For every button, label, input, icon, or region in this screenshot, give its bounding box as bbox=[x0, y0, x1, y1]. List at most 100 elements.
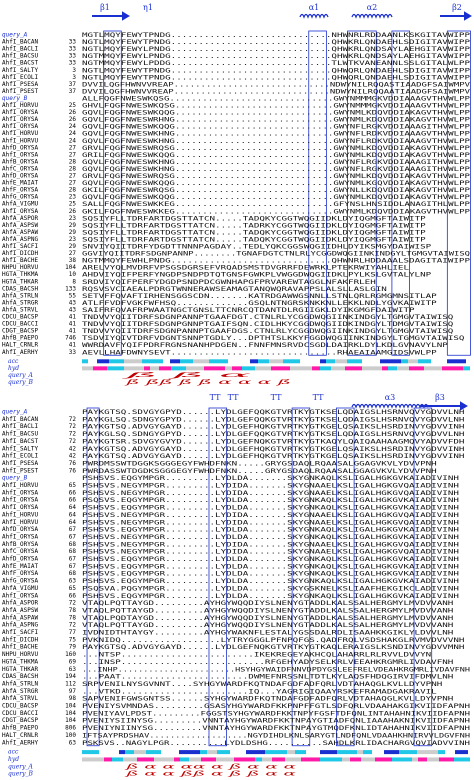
sequence-residues: GQVLFQGFNWESWKQQG.......................… bbox=[82, 109, 470, 117]
sequence-name: AhfI_BACLI bbox=[2, 46, 39, 53]
sequence-start: 64 bbox=[69, 519, 77, 526]
sequence-start: 68 bbox=[69, 541, 77, 548]
profile-bar bbox=[255, 757, 262, 762]
sequence-residues: PVENIYNIINYSG.........VNNTAYHGYWARDFKKTN… bbox=[82, 724, 470, 732]
profile-bar bbox=[283, 359, 300, 364]
profile-bar bbox=[397, 366, 409, 371]
profile-bar bbox=[347, 359, 362, 364]
profile-bar bbox=[97, 359, 109, 364]
sequence-name: AhfI_ECOLI bbox=[2, 74, 39, 81]
profile-bar bbox=[170, 359, 180, 364]
sequence-name: AhfI_BACAN bbox=[2, 416, 39, 423]
profile-bar bbox=[399, 750, 417, 755]
sequence-start: 104 bbox=[65, 710, 76, 717]
profile-bar bbox=[401, 359, 408, 364]
profile-bar bbox=[384, 750, 399, 755]
profile-bar bbox=[361, 757, 375, 762]
sequence-start: 104 bbox=[65, 703, 76, 710]
sequence-name: AhfA_VIGMU bbox=[2, 201, 39, 208]
sequence-residues: PVKNIDQ..................LYTRYGGGLPFNPQF… bbox=[82, 636, 465, 644]
profile-bar bbox=[431, 359, 447, 364]
sequence-residues: PSHSVS.EQGYMPGR.........LYDLDA.......SKY… bbox=[82, 592, 459, 600]
footer-annotation: ß α α αα α ß α α α bbox=[123, 763, 296, 770]
secondary-structure-label: α3 bbox=[385, 393, 396, 402]
conserved-column-box bbox=[446, 30, 471, 356]
sequence-name: AhfA_ASPSW bbox=[2, 607, 39, 614]
sequence-start: 133 bbox=[65, 285, 76, 292]
strand-arrow bbox=[440, 11, 472, 21]
secondary-structure-label: TT bbox=[271, 393, 282, 402]
profile-bar bbox=[228, 359, 250, 364]
sequence-name: CDCU_BACCI bbox=[2, 321, 39, 328]
sequence-name: AhfI_DICDH bbox=[2, 250, 39, 257]
secondary-structure-label: β3 bbox=[435, 393, 445, 402]
sequence-start: 28 bbox=[69, 165, 77, 172]
sequence-name: AhfI_HORVU bbox=[2, 511, 39, 518]
sequence-name: AhfI_HORVU bbox=[2, 482, 39, 489]
sequence-name: CDCU_BACCI bbox=[2, 710, 39, 717]
sequence-residues: DVVILQGFHWNVVREAP.......................… bbox=[82, 80, 470, 88]
sequence-name: NHPU_HORVU bbox=[2, 264, 39, 271]
conserved-column-box bbox=[391, 30, 410, 356]
profile-bar bbox=[439, 757, 454, 762]
profile-bar bbox=[144, 366, 150, 371]
sequence-start: 43 bbox=[69, 299, 77, 306]
profile-bar bbox=[326, 359, 335, 364]
sequence-start: 98 bbox=[69, 695, 77, 702]
sequence-start: 28 bbox=[69, 187, 77, 194]
sequence-residues: PSHSVS.EQGYMPGR.........LYDLDA.......SKY… bbox=[82, 504, 459, 512]
profile-bar bbox=[272, 757, 285, 762]
profile-bar bbox=[107, 366, 124, 371]
sequence-residues: TNDVVYQIITDRFSDGNPGNNPTGAIFSQN.CIDLHKYCG… bbox=[82, 320, 454, 328]
sequence-residues: PSKSVS..NAGYLPGR..........LYDLDSHG......… bbox=[82, 739, 470, 747]
sequence-residues: PSHSVS.NEGYMPGR.........LYDIDA.......SKY… bbox=[82, 511, 459, 519]
sequence-residues: SNVIYQIITDRFYDGDTTNNNPAGDAY..TEDLYQKCGGS… bbox=[82, 243, 431, 251]
sequence-name: AhfI_ORYSA bbox=[2, 151, 39, 158]
sequence-residues: PVENIYAVLPDST.........FGGSTSYHGYWARDFKKT… bbox=[82, 709, 470, 717]
sequence-start: 72 bbox=[69, 431, 77, 438]
sequence-start: 3 bbox=[72, 74, 76, 81]
sequence-start: 69 bbox=[69, 658, 77, 665]
sequence-name: query_A bbox=[2, 32, 28, 39]
sequence-start: 68 bbox=[69, 548, 77, 555]
sequence-name: AhfA_STRLN bbox=[2, 680, 39, 687]
sequence-residues: PAYKGTSQ.ADVGYGAYD......LYDLGEFNQKGTVRTK… bbox=[82, 643, 465, 651]
profile-bar bbox=[363, 750, 372, 755]
footer-label: hyd bbox=[8, 365, 19, 372]
profile-bar bbox=[161, 750, 179, 755]
sequence-start: 77 bbox=[69, 629, 77, 636]
profile-bar bbox=[362, 359, 380, 364]
profile-bar bbox=[180, 359, 193, 364]
sequence-residues: PAYKGTSQ.SDVGYGPYD......LYDLGEFQQKGTVRTK… bbox=[82, 408, 465, 416]
profile-bar bbox=[204, 366, 225, 371]
sequence-residues: GQVLFQGFNWESWKHNG.......................… bbox=[82, 165, 470, 173]
sequence-start: 23 bbox=[69, 215, 77, 222]
sequence-start: 8 bbox=[72, 278, 76, 285]
footer-label: query_B bbox=[8, 379, 34, 386]
sequence-residues: DVVILQGFHWNVVREAP.......................… bbox=[82, 87, 470, 95]
profile-bar bbox=[287, 750, 295, 755]
profile-bar bbox=[163, 359, 170, 364]
sequence-residues: ...NTSP........................IKEKREGEY… bbox=[82, 651, 431, 659]
sequence-name: AhfB_ORYSA bbox=[2, 541, 39, 548]
profile-bar bbox=[82, 757, 104, 762]
sequence-residues: AEVLLHAFDWNYSEVT........................… bbox=[82, 348, 437, 356]
sequence-start: 43 bbox=[69, 306, 77, 313]
sequence-name: AhfG_ORYSA bbox=[2, 194, 39, 201]
sequence-residues: GHVLFQGFNWESWKQSG.......................… bbox=[82, 102, 470, 110]
profile-bar bbox=[455, 750, 468, 755]
sequence-name: AhfA_ASPAW bbox=[2, 229, 39, 236]
sequence-residues: IFTSAYPRDSHAV...................NGYDIHDL… bbox=[82, 731, 470, 739]
sequence-start: 112 bbox=[65, 680, 76, 687]
sequence-residues: NGTLMQYFEWYTPNDG........................… bbox=[82, 73, 470, 81]
profile-bar bbox=[382, 366, 388, 371]
profile-bar bbox=[271, 366, 290, 371]
sequence-name: AhfG_ORYSA bbox=[2, 578, 39, 585]
sequence-name: query_A bbox=[2, 409, 28, 416]
sequence-name: CDGT_BACSP bbox=[2, 717, 39, 724]
profile-bar bbox=[262, 757, 272, 762]
sequence-name: AhfI_PSESA bbox=[2, 460, 39, 467]
sequence-name: AhfA_VIGMU bbox=[2, 585, 39, 592]
sequence-name: NHPU_HORVU bbox=[2, 651, 39, 658]
sequence-residues: VTAQLPQTTAYGD.........AYHGYWQQDIYSLNENYG… bbox=[82, 599, 454, 607]
